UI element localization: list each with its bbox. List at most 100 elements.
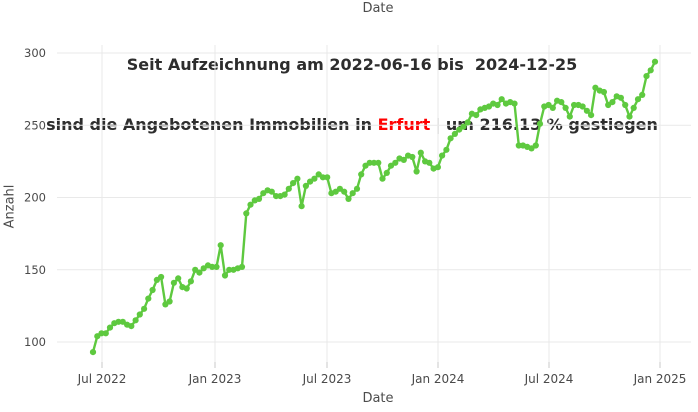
data-point[interactable] xyxy=(583,107,591,114)
data-point[interactable] xyxy=(170,279,177,286)
data-point[interactable] xyxy=(439,152,446,159)
data-point[interactable] xyxy=(558,99,565,106)
data-point[interactable] xyxy=(226,266,233,273)
top-axis-title: Date xyxy=(362,1,394,16)
data-point[interactable] xyxy=(434,164,441,171)
chart-title-line1: Seit Aufzeichnung am 2022-06-16 bis 2024… xyxy=(126,55,578,74)
data-point[interactable] xyxy=(647,67,654,74)
data-point[interactable] xyxy=(447,135,454,142)
data-point[interactable] xyxy=(600,88,608,96)
data-point[interactable] xyxy=(149,286,156,294)
data-point[interactable] xyxy=(136,311,143,318)
data-point[interactable] xyxy=(217,242,224,249)
data-point[interactable] xyxy=(353,185,361,192)
data-point[interactable] xyxy=(609,99,616,106)
data-point[interactable] xyxy=(324,174,331,181)
x-tick-label: Jul 2022 xyxy=(77,372,127,386)
y-tick-label: 100 xyxy=(24,335,46,349)
data-point[interactable] xyxy=(383,169,390,176)
data-point[interactable] xyxy=(302,182,309,189)
x-tick-label: Jan 2025 xyxy=(633,372,687,386)
data-point[interactable] xyxy=(532,142,539,149)
data-point[interactable] xyxy=(511,100,518,107)
data-point[interactable] xyxy=(175,275,182,282)
data-point[interactable] xyxy=(115,318,122,325)
data-point[interactable] xyxy=(196,269,203,276)
data-point[interactable] xyxy=(630,104,637,111)
data-point[interactable] xyxy=(290,180,297,187)
data-point[interactable] xyxy=(243,210,250,217)
data-point[interactable] xyxy=(417,149,424,156)
data-point[interactable] xyxy=(549,104,556,111)
data-point[interactable] xyxy=(141,305,148,312)
data-point[interactable] xyxy=(158,273,165,281)
data-point[interactable] xyxy=(400,156,407,163)
data-point[interactable] xyxy=(494,101,501,109)
data-point[interactable] xyxy=(255,195,263,202)
data-point[interactable] xyxy=(460,123,467,130)
data-point[interactable] xyxy=(128,323,135,330)
data-point[interactable] xyxy=(651,58,659,65)
data-point[interactable] xyxy=(341,188,348,195)
data-point[interactable] xyxy=(209,263,216,270)
y-tick-label: 250 xyxy=(24,118,46,132)
data-point[interactable] xyxy=(413,168,420,175)
data-point[interactable] xyxy=(285,185,292,192)
data-point[interactable] xyxy=(426,159,433,166)
y-tick-label: 200 xyxy=(24,191,46,205)
data-point[interactable] xyxy=(571,101,578,109)
data-point[interactable] xyxy=(409,153,416,161)
data-point[interactable] xyxy=(622,101,629,109)
data-point[interactable] xyxy=(375,159,382,166)
data-point[interactable] xyxy=(187,278,194,285)
data-point[interactable] xyxy=(102,330,109,337)
data-point[interactable] xyxy=(166,298,173,305)
data-point[interactable] xyxy=(634,96,642,103)
data-point[interactable] xyxy=(617,94,625,101)
data-point[interactable] xyxy=(464,119,471,126)
data-point[interactable] xyxy=(294,175,301,182)
x-tick-label: Jan 2023 xyxy=(188,372,242,386)
data-point[interactable] xyxy=(268,188,275,195)
data-point[interactable] xyxy=(473,112,480,119)
data-point[interactable] xyxy=(566,113,573,120)
data-point[interactable] xyxy=(392,159,399,166)
data-point[interactable] xyxy=(588,112,595,119)
x-tick-label: Jul 2023 xyxy=(302,372,352,386)
data-point[interactable] xyxy=(643,73,650,80)
data-point[interactable] xyxy=(379,175,386,182)
data-point[interactable] xyxy=(213,263,220,270)
data-point[interactable] xyxy=(370,159,378,166)
data-point[interactable] xyxy=(281,191,288,198)
x-tick-label: Jul 2024 xyxy=(524,372,574,386)
data-point[interactable] xyxy=(349,190,356,197)
data-point[interactable] xyxy=(106,324,114,331)
data-point[interactable] xyxy=(451,130,458,137)
data-point[interactable] xyxy=(89,349,97,356)
data-point[interactable] xyxy=(562,104,569,111)
data-point[interactable] xyxy=(639,91,646,98)
data-point[interactable] xyxy=(98,330,105,337)
data-point[interactable] xyxy=(319,174,326,181)
data-point[interactable] xyxy=(221,272,229,279)
title-line2-prefix: sind die Angebotenen Immobilien in xyxy=(46,115,378,134)
data-point[interactable] xyxy=(443,146,450,153)
data-point[interactable] xyxy=(247,201,254,208)
data-line xyxy=(91,60,657,354)
data-point[interactable] xyxy=(345,195,352,202)
data-point[interactable] xyxy=(358,171,365,178)
data-point[interactable] xyxy=(498,96,505,103)
data-point[interactable] xyxy=(626,113,633,120)
data-point[interactable] xyxy=(238,263,246,270)
data-point[interactable] xyxy=(536,120,544,127)
data-point[interactable] xyxy=(579,103,586,110)
data-point[interactable] xyxy=(145,295,152,302)
data-point[interactable] xyxy=(132,317,139,324)
y-tick-label: 150 xyxy=(24,263,46,277)
data-point[interactable] xyxy=(298,203,305,210)
data-point[interactable] xyxy=(366,159,373,166)
data-point[interactable] xyxy=(311,175,318,182)
data-point[interactable] xyxy=(183,285,190,292)
